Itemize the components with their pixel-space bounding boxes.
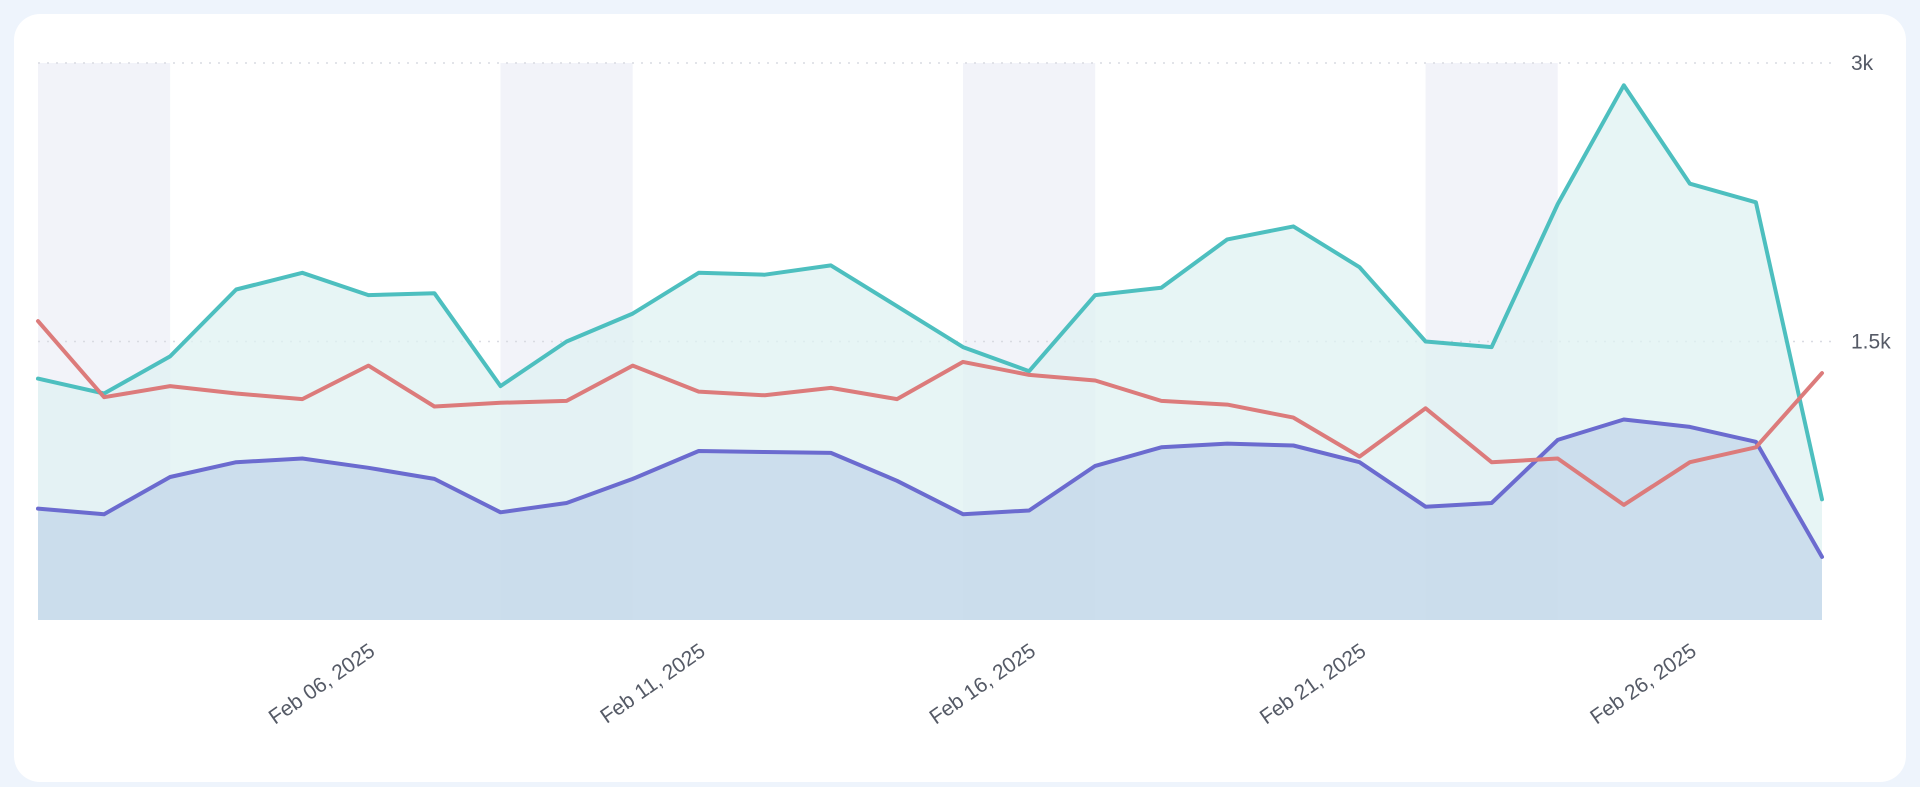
series-lines [36,83,1824,559]
chart-card: 3k 1.5k Feb 06, 2025 Feb 11, 2025 Feb 16, 2… [14,14,1906,782]
x-tick-label: Feb 16, 2025 [925,639,1040,729]
y-tick-label: 3k [1851,52,1874,75]
x-tick-label: Feb 06, 2025 [265,639,380,729]
x-axis-ticks: Feb 06, 2025 Feb 11, 2025 Feb 16, 2025 Feb … [265,639,1701,729]
series-line-1 [36,417,1824,559]
series-line-2 [36,319,1824,507]
series-areas [38,85,1822,621]
series-area-1 [38,419,1822,620]
x-tick-label: Feb 11, 2025 [596,639,709,728]
x-tick-label: Feb 26, 2025 [1586,639,1701,729]
series-line-0 [36,83,1824,502]
x-tick-label: Feb 21, 2025 [1256,639,1371,729]
y-axis-ticks: 3k 1.5k [1851,52,1891,354]
y-tick-label: 1.5k [1851,331,1891,354]
chart-svg: 3k 1.5k Feb 06, 2025 Feb 11, 2025 Feb 16, 2… [36,52,1891,729]
